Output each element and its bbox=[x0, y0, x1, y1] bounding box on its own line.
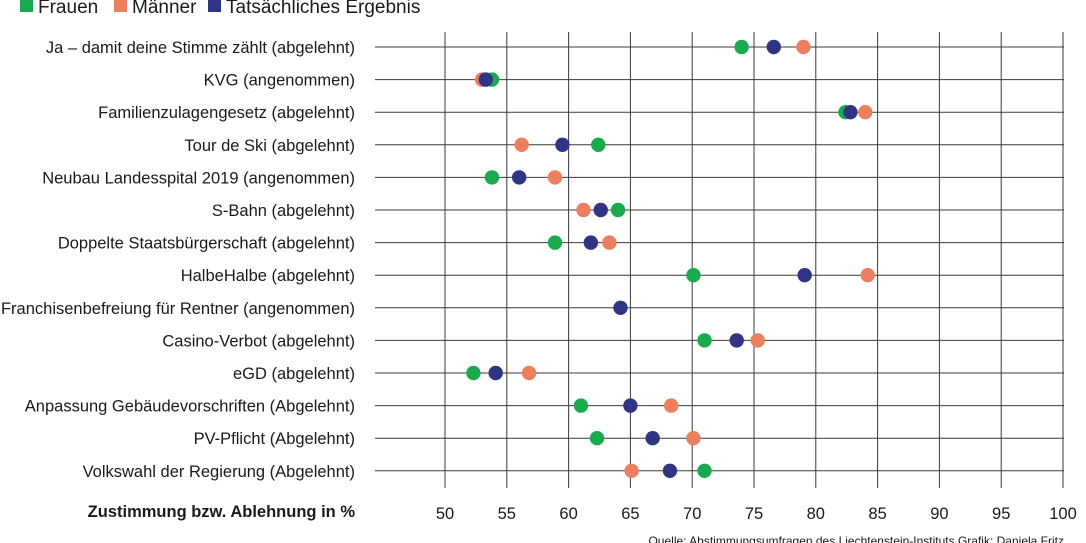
point-ergebnis-egd-abgelehnt bbox=[488, 365, 503, 381]
point-frauen-doppelte-staatsb-rgerschaft-abgelehnt bbox=[547, 235, 563, 250]
legend-label-frauen: Frauen bbox=[38, 0, 98, 18]
point-maenner-s-bahn-abgelehnt bbox=[576, 202, 591, 218]
category-label: HalbeHalbe (abgelehnt) bbox=[181, 267, 355, 285]
x-tick-label-100: 100 bbox=[1049, 505, 1077, 523]
point-frauen-egd-abgelehnt bbox=[466, 365, 481, 381]
point-ergebnis-doppelte-staatsb-rgerschaft-abgelehnt bbox=[583, 235, 599, 250]
point-frauen-tour-de-ski-abgelehnt bbox=[591, 137, 606, 152]
category-label: Familienzulagengesetz (abgelehnt) bbox=[98, 104, 355, 122]
category-label: Tour de Ski (abgelehnt) bbox=[184, 137, 355, 155]
legend-swatch-ergebnis bbox=[208, 0, 221, 12]
point-ergebnis-kvg-angenommen bbox=[478, 72, 493, 87]
point-ergebnis-tour-de-ski-abgelehnt bbox=[555, 137, 570, 152]
category-label: PV-Pflicht (Abgelehnt) bbox=[194, 430, 355, 448]
point-ergebnis-ja-damit-deine-stimme-z-hlt-abgelehnt bbox=[766, 39, 781, 55]
point-maenner-halbehalbe-abgelehnt bbox=[860, 268, 875, 283]
point-frauen-anpassung-geb-udevorschriften-abgelehnt bbox=[573, 398, 589, 413]
point-frauen-ja-damit-deine-stimme-z-hlt-abgelehnt bbox=[734, 39, 749, 55]
x-tick-label-90: 90 bbox=[930, 505, 948, 523]
point-ergebnis-casino-verbot-abgelehnt bbox=[729, 333, 744, 348]
x-axis-ticks: 50 55 60 65 70 75 80 85 90 95 100 bbox=[436, 505, 1077, 523]
x-tick-label-60: 60 bbox=[559, 505, 577, 523]
point-maenner-pv-pflicht-abgelehnt bbox=[686, 431, 701, 446]
source-credit: Quelle: Abstimmungsumfragen des Liechten… bbox=[648, 534, 1064, 543]
point-frauen-casino-verbot-abgelehnt bbox=[697, 333, 712, 348]
category-label: Franchisenbefreiung für Rentner (angenom… bbox=[1, 300, 355, 318]
point-ergebnis-volkswahl-der-regierung-abgelehnt bbox=[662, 463, 678, 478]
legend-label-ergebnis: Tatsächliches Ergebnis bbox=[226, 0, 420, 18]
category-label: Anpassung Gebäudevorschriften (Abgelehnt… bbox=[25, 398, 355, 416]
point-ergebnis-franchisenbefreiung-f-r-rentner-angenommen bbox=[613, 300, 628, 315]
point-maenner-anpassung-geb-udevorschriften-abgelehnt bbox=[663, 398, 679, 413]
legend-label-maenner: Männer bbox=[132, 0, 197, 18]
point-ergebnis-anpassung-geb-udevorschriften-abgelehnt bbox=[623, 398, 638, 413]
legend-swatch-frauen bbox=[20, 0, 33, 12]
category-label: Neubau Landesspital 2019 (angenommen) bbox=[42, 169, 355, 187]
point-frauen-neubau-landesspital-2019-angenommen bbox=[484, 170, 500, 185]
category-label: Doppelte Staatsbürgerschaft (abgelehnt) bbox=[58, 235, 355, 253]
x-tick-label-85: 85 bbox=[868, 505, 886, 523]
point-ergebnis-pv-pflicht-abgelehnt bbox=[645, 431, 660, 446]
point-frauen-pv-pflicht-abgelehnt bbox=[589, 431, 605, 446]
point-maenner-casino-verbot-abgelehnt bbox=[750, 333, 765, 348]
category-label: Ja – damit deine Stimme zählt (abgelehnt… bbox=[46, 39, 355, 57]
point-maenner-doppelte-staatsb-rgerschaft-abgelehnt bbox=[602, 235, 617, 250]
legend: Frauen Männer Tatsächliches Ergebnis bbox=[20, 0, 420, 18]
point-frauen-volkswahl-der-regierung-abgelehnt bbox=[697, 463, 712, 478]
category-label: eGD (abgelehnt) bbox=[233, 365, 355, 383]
x-tick-label-70: 70 bbox=[683, 505, 701, 523]
category-label: Volkswahl der Regierung (Abgelehnt) bbox=[83, 463, 355, 481]
point-ergebnis-familienzulagengesetz-abgelehnt bbox=[843, 105, 858, 120]
point-maenner-familienzulagengesetz-abgelehnt bbox=[858, 105, 873, 120]
category-label: KVG (angenommen) bbox=[204, 72, 355, 90]
data-points bbox=[466, 39, 875, 478]
x-tick-label-95: 95 bbox=[992, 505, 1010, 523]
x-axis-title: Zustimmung bzw. Ablehnung in % bbox=[88, 503, 356, 521]
category-rows: Ja – damit deine Stimme zählt (abgelehnt… bbox=[1, 39, 1064, 481]
legend-swatch-maenner bbox=[114, 0, 127, 12]
point-maenner-volkswahl-der-regierung-abgelehnt bbox=[624, 463, 639, 478]
point-frauen-halbehalbe-abgelehnt bbox=[686, 268, 701, 283]
category-label: Casino-Verbot (abgelehnt) bbox=[162, 332, 355, 350]
point-maenner-tour-de-ski-abgelehnt bbox=[514, 137, 529, 152]
point-ergebnis-halbehalbe-abgelehnt bbox=[797, 268, 812, 283]
x-tick-label-75: 75 bbox=[745, 505, 763, 523]
x-tick-label-80: 80 bbox=[807, 505, 825, 523]
gridlines bbox=[444, 32, 1064, 488]
x-tick-label-50: 50 bbox=[436, 505, 454, 523]
x-tick-label-65: 65 bbox=[621, 505, 639, 523]
x-tick-label-55: 55 bbox=[498, 505, 516, 523]
point-maenner-ja-damit-deine-stimme-z-hlt-abgelehnt bbox=[796, 39, 811, 55]
point-ergebnis-neubau-landesspital-2019-angenommen bbox=[511, 170, 527, 185]
point-maenner-egd-abgelehnt bbox=[521, 365, 537, 381]
point-maenner-neubau-landesspital-2019-angenommen bbox=[547, 170, 563, 185]
category-label: S-Bahn (abgelehnt) bbox=[212, 202, 355, 220]
point-frauen-s-bahn-abgelehnt bbox=[610, 202, 626, 218]
point-ergebnis-s-bahn-abgelehnt bbox=[593, 202, 608, 218]
